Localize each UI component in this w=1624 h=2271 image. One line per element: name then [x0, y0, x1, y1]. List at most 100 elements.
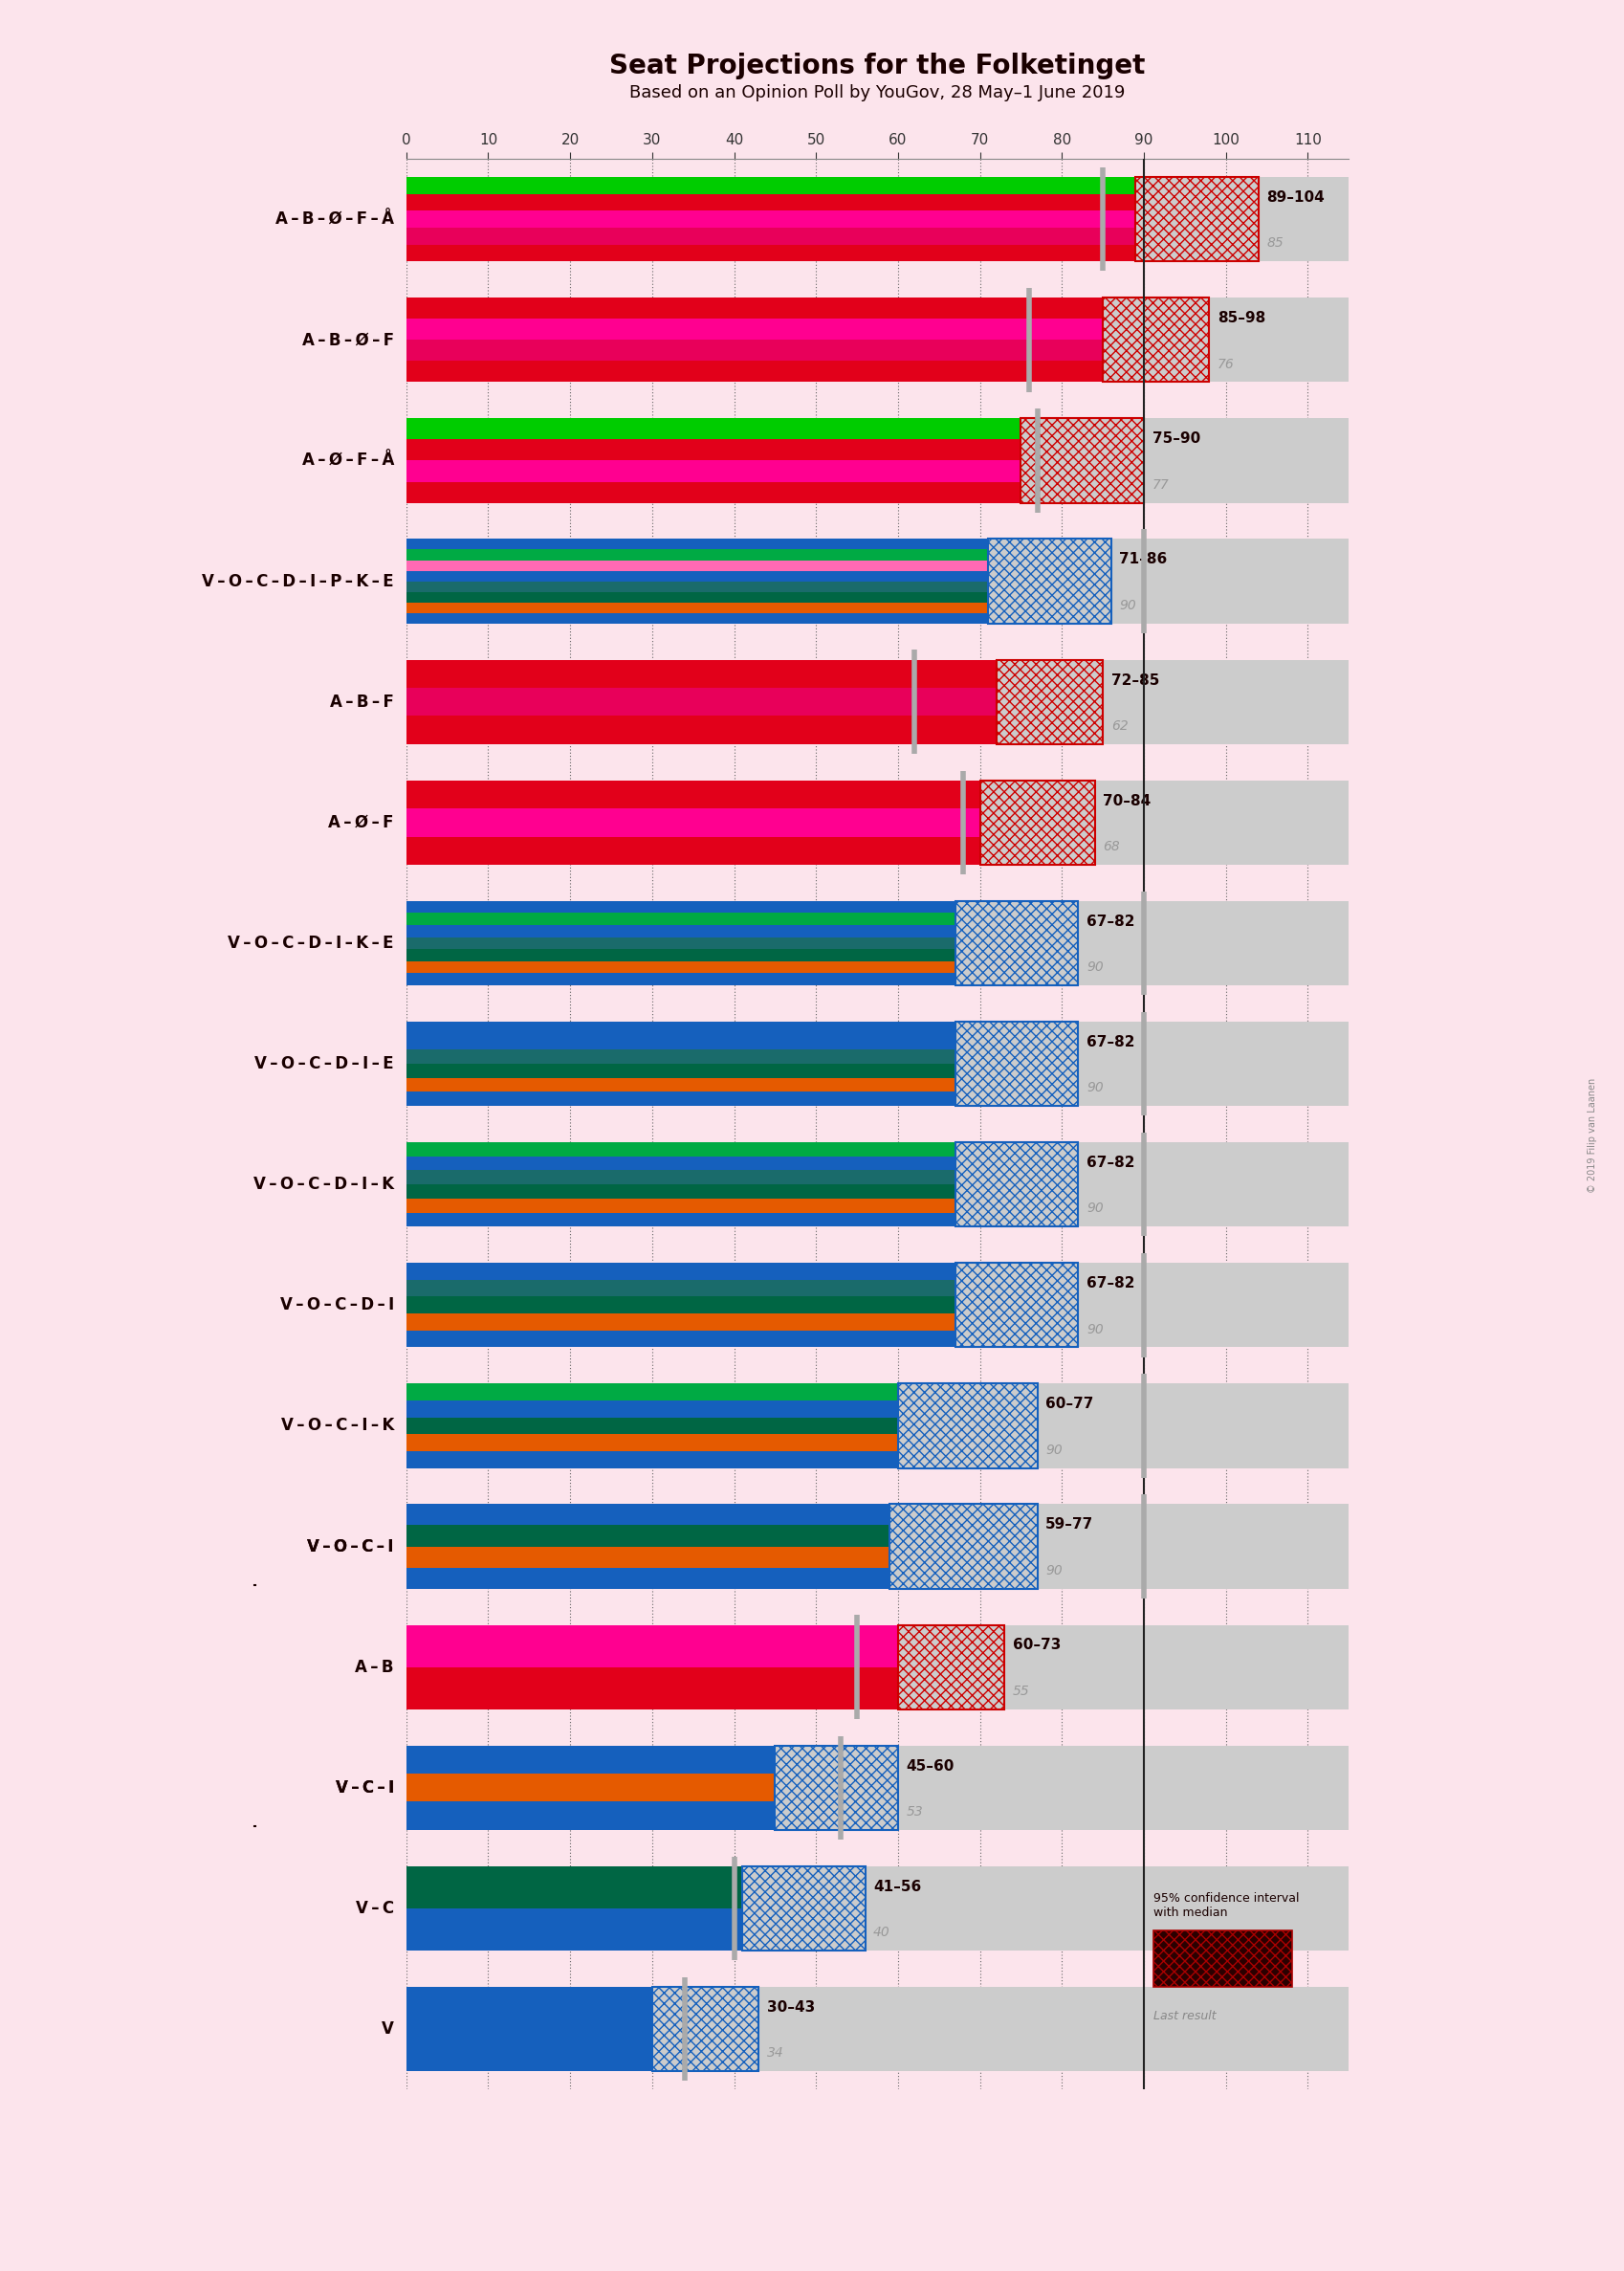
Bar [890, 1503, 1036, 1590]
Bar [406, 1849, 1348, 1969]
Bar [406, 1908, 742, 1951]
Bar [406, 1383, 1348, 1467]
Bar [406, 1401, 898, 1417]
Bar [406, 1774, 775, 1801]
Bar [955, 1263, 1078, 1347]
Bar [406, 211, 1135, 227]
Text: 40: 40 [872, 1926, 890, 1939]
Bar [406, 883, 1348, 1004]
Bar [406, 561, 987, 570]
Bar [406, 938, 955, 949]
Text: 41–56: 41–56 [872, 1880, 921, 1894]
Bar [406, 1746, 775, 1774]
Bar [406, 1667, 898, 1710]
Bar [406, 659, 996, 688]
Bar [406, 715, 996, 745]
Text: A – Ø – F – Å: A – Ø – F – Å [302, 452, 393, 470]
Bar [775, 1746, 898, 1830]
Text: 72–85: 72–85 [1111, 672, 1158, 688]
Text: 90: 90 [1119, 600, 1135, 613]
Bar [406, 570, 987, 581]
Text: 76: 76 [1216, 357, 1234, 370]
Bar [406, 1801, 775, 1830]
Bar [406, 593, 987, 602]
Text: A – B – F: A – B – F [330, 693, 393, 711]
Bar [406, 949, 955, 961]
Bar [406, 1503, 1348, 1590]
Bar [406, 924, 955, 938]
Text: 90: 90 [1044, 1442, 1062, 1456]
Text: 67–82: 67–82 [1086, 1036, 1134, 1049]
Bar [406, 974, 955, 986]
Bar [406, 781, 1348, 865]
Bar [406, 193, 1135, 211]
Bar [406, 550, 987, 561]
Bar [406, 538, 987, 550]
Bar [406, 1213, 955, 1226]
Text: V – C – I: V – C – I [335, 1778, 393, 1796]
Text: V – O – C – D – I – P – K – E: V – O – C – D – I – P – K – E [201, 572, 393, 590]
Bar [406, 177, 1348, 261]
Bar [406, 1199, 955, 1213]
Bar [406, 1004, 1348, 1124]
Bar [406, 1365, 1348, 1485]
Text: 89–104: 89–104 [1267, 191, 1324, 204]
Bar [406, 781, 979, 808]
Text: Seat Projections for the Folketinget: Seat Projections for the Folketinget [609, 52, 1145, 79]
Bar [406, 279, 1348, 400]
Bar [406, 1526, 890, 1547]
Text: A – B – Ø – F – Å: A – B – Ø – F – Å [274, 211, 393, 227]
Bar [406, 1245, 1348, 1365]
Bar [406, 902, 1348, 986]
Bar [955, 1142, 1078, 1226]
Text: V – O – C – I: V – O – C – I [307, 1537, 393, 1556]
Text: V: V [382, 2021, 393, 2037]
Text: 34: 34 [767, 2046, 783, 2060]
Bar [742, 1867, 864, 1951]
Bar [406, 1313, 955, 1331]
Text: 67–82: 67–82 [1086, 915, 1134, 929]
Text: V – O – C – I: V – O – C – I [307, 1537, 393, 1556]
Bar [955, 1022, 1078, 1106]
Bar [406, 1987, 651, 2071]
Text: 59–77: 59–77 [1044, 1517, 1093, 1533]
Bar [406, 1503, 890, 1526]
Text: 67–82: 67–82 [1086, 1276, 1134, 1290]
Bar [955, 902, 1078, 986]
Bar [406, 1297, 955, 1313]
Bar [406, 298, 1103, 318]
Bar [1135, 177, 1259, 261]
Text: 75–90: 75–90 [1151, 431, 1200, 445]
Bar [406, 1049, 955, 1063]
Text: V – O – C – D – I – K – E: V – O – C – D – I – K – E [227, 936, 393, 952]
Bar [406, 441, 1020, 461]
Text: Based on an Opinion Poll by YouGov, 28 May–1 June 2019: Based on an Opinion Poll by YouGov, 28 M… [628, 84, 1125, 102]
Bar [406, 520, 1348, 643]
Bar [406, 659, 1348, 745]
Text: 67–82: 67–82 [1086, 1156, 1134, 1170]
Bar [406, 688, 996, 715]
Bar [406, 318, 1103, 341]
Text: 53: 53 [906, 1805, 922, 1819]
Bar [406, 1263, 1348, 1347]
Bar [996, 659, 1103, 745]
Text: 90: 90 [1086, 1322, 1103, 1335]
Bar [406, 1142, 955, 1156]
Bar [406, 1036, 955, 1049]
Bar [406, 1022, 1348, 1106]
Bar [406, 1728, 1348, 1849]
Bar [406, 808, 979, 836]
Bar [406, 1624, 898, 1667]
Bar [406, 1079, 955, 1092]
Text: © 2019 Filip van Laanen: © 2019 Filip van Laanen [1587, 1079, 1596, 1192]
Bar [406, 361, 1103, 382]
Bar [406, 1867, 742, 1908]
Bar [406, 227, 1135, 245]
Text: 85: 85 [1267, 236, 1283, 250]
Text: 85–98: 85–98 [1216, 311, 1265, 325]
Bar [406, 1170, 955, 1185]
Text: V – O – C – D – I – K: V – O – C – D – I – K [253, 1176, 393, 1192]
Bar [1020, 418, 1143, 502]
Bar [406, 1142, 1348, 1226]
Bar [406, 1417, 898, 1435]
